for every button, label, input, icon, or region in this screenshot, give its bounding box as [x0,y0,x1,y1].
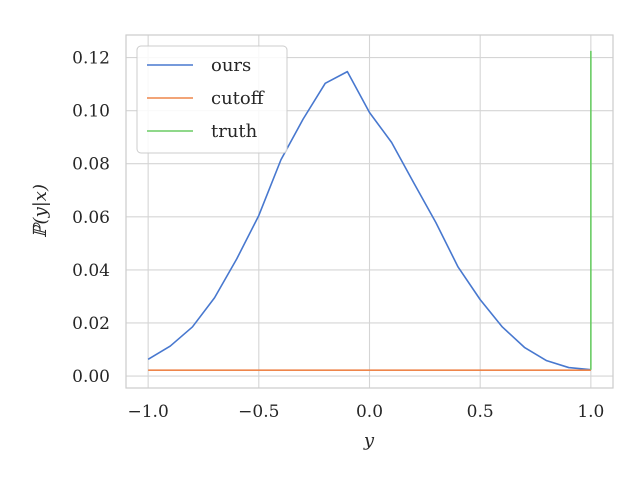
x-tick-label: 0.0 [356,402,383,422]
legend-label-cutoff: cutoff [211,88,265,109]
legend-label-truth: truth [211,121,258,142]
y-tick-label: 0.00 [72,367,110,387]
plot-frame [125,34,614,389]
x-tick-label: −0.5 [238,402,279,422]
x-tick-label: 1.0 [577,402,604,422]
legend-label-ours: ours [211,55,251,76]
y-tick-label: 0.12 [72,49,110,69]
x-tick-labels: −1.0 −0.5 0.0 0.5 1.0 [127,402,604,422]
y-tick-label: 0.02 [72,314,110,334]
y-tick-label: 0.10 [72,102,110,122]
y-axis-label: ℙ(y|x) [30,184,51,238]
x-tick-label: 0.5 [467,402,494,422]
y-tick-label: 0.06 [72,208,110,228]
x-tick-label: −1.0 [127,402,168,422]
series-line-ours [147,70,591,371]
legend-box [136,45,288,154]
y-tick-labels: 0.00 0.02 0.04 0.06 0.08 0.10 0.12 [72,49,110,387]
series-layer [147,50,592,372]
legend: ours cutoff truth [136,45,288,154]
y-tick-label: 0.04 [72,261,110,281]
grid [126,35,613,388]
y-tick-label: 0.08 [72,155,110,175]
x-axis-label: y [363,430,375,451]
